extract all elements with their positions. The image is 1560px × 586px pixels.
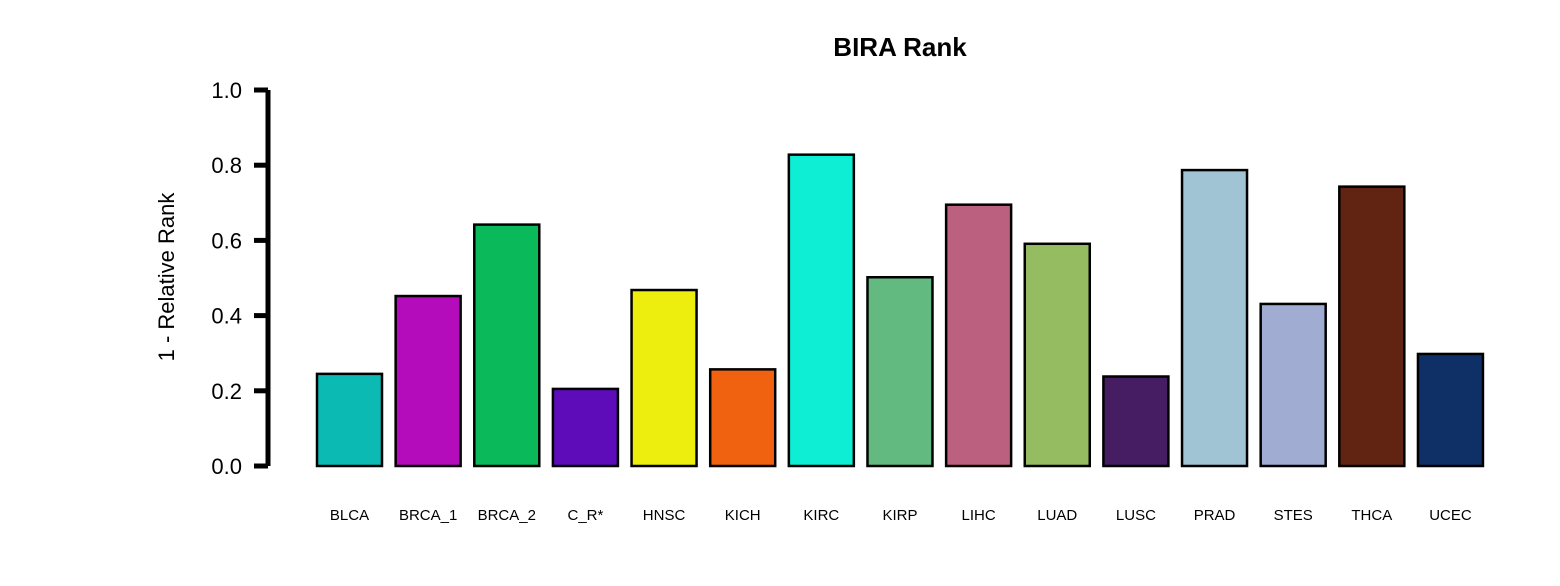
- bar-prad: [1180, 168, 1249, 468]
- bars: [315, 153, 1485, 468]
- x-tick-label: UCEC: [1429, 507, 1472, 524]
- x-tick-label: KIRC: [803, 507, 839, 524]
- bar-ucec: [1416, 352, 1485, 468]
- y-tick-label: 0.0: [211, 454, 242, 479]
- bar-kich: [708, 368, 777, 468]
- bar-brca-2: [473, 223, 541, 468]
- x-tick-label: BRCA_1: [399, 507, 457, 524]
- bar-c-r: [551, 387, 620, 468]
- x-tick-label: STES: [1274, 507, 1313, 524]
- bar-kirp: [866, 275, 934, 468]
- bar-blca: [315, 372, 384, 468]
- y-tick-label: 0.2: [211, 379, 242, 404]
- x-tick-label: LUAD: [1037, 507, 1077, 524]
- bar-lihc: [944, 203, 1013, 468]
- y-tick-label: 0.4: [211, 304, 242, 329]
- bar-kirc: [787, 153, 856, 468]
- chart-title: BIRA Rank: [833, 32, 967, 62]
- x-tick-label: C_R*: [567, 507, 603, 524]
- x-tick-label: KICH: [725, 507, 761, 524]
- x-tick-label: HNSC: [643, 507, 686, 524]
- x-axis-labels: BLCA BRCA_1 BRCA_2 C_R* HNSC KICH KIRC KIRP LIHC…: [330, 507, 1472, 524]
- x-tick-label: LIHC: [962, 507, 996, 524]
- y-tick-label: 1.0: [211, 78, 242, 103]
- x-tick-label: PRAD: [1194, 507, 1236, 524]
- y-axis-label: 1 - Relative Rank: [154, 192, 179, 362]
- bar-stes: [1259, 302, 1327, 468]
- x-tick-label: KIRP: [882, 507, 917, 524]
- y-tick-label: 0.6: [211, 228, 242, 253]
- x-tick-label: BRCA_2: [478, 507, 536, 524]
- y-tick-label: 0.8: [211, 153, 242, 178]
- bar-brca-1: [394, 294, 462, 468]
- x-tick-label: BLCA: [330, 507, 369, 524]
- x-tick-label: THCA: [1351, 507, 1392, 524]
- bar-lusc: [1102, 375, 1170, 468]
- y-axis: 0.0 0.2 0.4 0.6 0.8 1.0: [211, 78, 271, 479]
- x-tick-label: LUSC: [1116, 507, 1156, 524]
- bar-luad: [1023, 242, 1092, 468]
- bar-thca: [1338, 185, 1406, 468]
- bar-hnsc: [630, 288, 698, 468]
